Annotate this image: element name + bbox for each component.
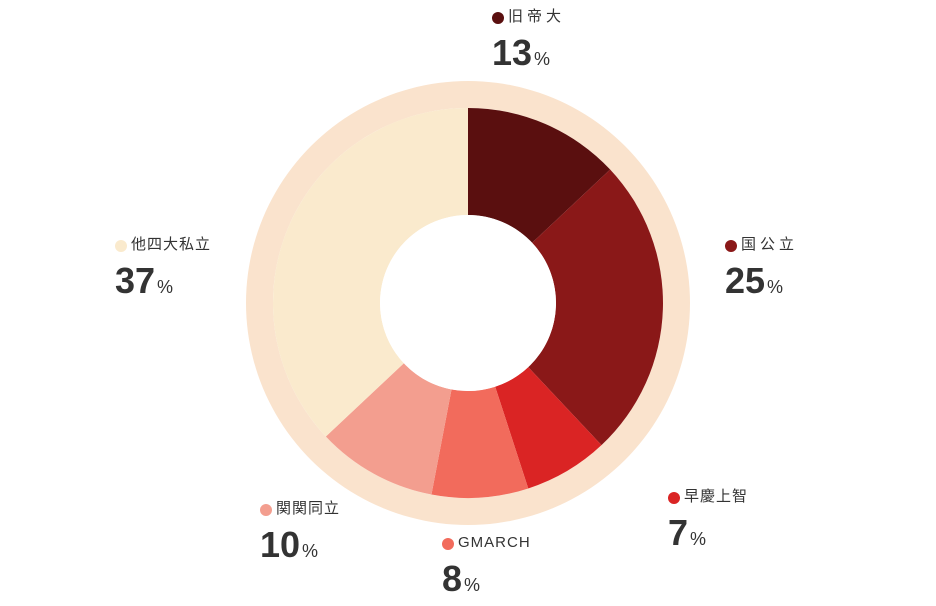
inner-hole <box>380 215 556 391</box>
label-4: 関関同立 10% <box>260 500 340 567</box>
label-name: 他四大私立 <box>131 236 211 255</box>
label-value: 25% <box>725 258 798 303</box>
donut-chart: 旧帝大 13% 国公立 25% 早慶上智 7% GMARCH 8% 関関同立 10% 他四大私立 37… <box>0 0 936 606</box>
label-value: 7% <box>668 510 748 555</box>
percent-suffix: % <box>767 277 783 297</box>
label-number: 25 <box>725 260 765 301</box>
bullet-icon <box>492 12 504 24</box>
label-number: 8 <box>442 558 462 599</box>
bullet-icon <box>725 240 737 252</box>
label-number: 13 <box>492 32 532 73</box>
bullet-icon <box>115 240 127 252</box>
label-3: GMARCH 8% <box>442 534 531 601</box>
label-name: 国公立 <box>741 236 798 255</box>
percent-suffix: % <box>302 541 318 561</box>
label-value: 10% <box>260 522 340 567</box>
donut-svg <box>0 0 936 606</box>
label-name: GMARCH <box>458 534 531 553</box>
label-value: 37% <box>115 258 211 303</box>
label-value: 13% <box>492 30 565 75</box>
label-number: 7 <box>668 512 688 553</box>
bullet-icon <box>668 492 680 504</box>
bullet-icon <box>260 504 272 516</box>
label-name: 旧帝大 <box>508 8 565 27</box>
percent-suffix: % <box>157 277 173 297</box>
percent-suffix: % <box>534 49 550 69</box>
percent-suffix: % <box>690 529 706 549</box>
label-name: 早慶上智 <box>684 488 748 507</box>
label-number: 10 <box>260 524 300 565</box>
label-0: 旧帝大 13% <box>492 8 565 75</box>
label-number: 37 <box>115 260 155 301</box>
label-value: 8% <box>442 556 531 601</box>
label-1: 国公立 25% <box>725 236 798 303</box>
percent-suffix: % <box>464 575 480 595</box>
label-name: 関関同立 <box>276 500 340 519</box>
label-2: 早慶上智 7% <box>668 488 748 555</box>
bullet-icon <box>442 538 454 550</box>
label-5: 他四大私立 37% <box>115 236 211 303</box>
